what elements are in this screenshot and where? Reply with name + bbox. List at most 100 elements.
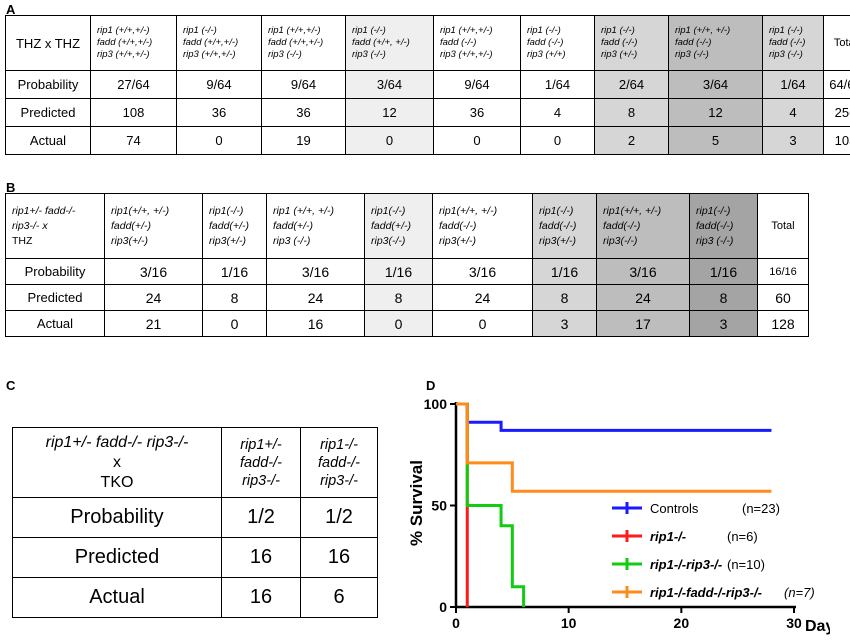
table-cell: 36 xyxy=(261,98,346,127)
table-cell: 1/16 xyxy=(202,258,267,285)
table-cell: 64/64 xyxy=(823,70,850,99)
table-cell: 1/16 xyxy=(364,258,433,285)
table-cell: 60 xyxy=(757,284,809,311)
series-line-1 xyxy=(456,402,469,607)
x-tick-label: 30 xyxy=(786,615,802,631)
table-cell: 8 xyxy=(364,284,433,311)
table-cell: 3/64 xyxy=(668,70,763,99)
series-line-3 xyxy=(456,402,772,493)
y-tick-label: 100 xyxy=(424,396,448,412)
table-cell: 3/16 xyxy=(596,258,690,285)
table-cell: 27/64 xyxy=(90,70,177,99)
table-cell: 0 xyxy=(202,310,267,337)
table-cell: 9/64 xyxy=(261,70,346,99)
table-cell: 108 xyxy=(90,98,177,127)
table-cell: 1/2 xyxy=(300,497,378,538)
table-cell: 24 xyxy=(596,284,690,311)
table-cell: 24 xyxy=(266,284,365,311)
table-cell: 1/64 xyxy=(520,70,595,99)
table-cell: 16 xyxy=(221,577,301,618)
x-tick-label: 20 xyxy=(674,615,690,631)
table-cell: 0 xyxy=(432,310,533,337)
table-cell: 3 xyxy=(762,126,824,155)
table-cell: 24 xyxy=(432,284,533,311)
row-label: Probability xyxy=(5,258,105,285)
x-tick-label: 0 xyxy=(452,615,460,631)
table-cell: 3/16 xyxy=(104,258,203,285)
table-row: Probability 1/2 1/2 xyxy=(12,497,378,538)
table-cell: 2/64 xyxy=(594,70,669,99)
panel-a-label: A xyxy=(6,2,16,17)
y-axis-label: % Survival xyxy=(410,460,426,546)
legend-label: rip1-/- xyxy=(650,529,686,544)
table-cell: 0 xyxy=(176,126,262,155)
table-cell: 36 xyxy=(176,98,262,127)
table-cell: 9/64 xyxy=(176,70,262,99)
table-c-corner: rip1+/- fadd-/- rip3-/- x TKO xyxy=(12,427,222,498)
table-cell: 21 xyxy=(104,310,203,337)
table-a-corner: THZ x THZ xyxy=(5,15,91,71)
table-cell: 4 xyxy=(520,98,595,127)
table-cell: 3/16 xyxy=(432,258,533,285)
table-row: Actual 16 6 xyxy=(12,577,378,618)
legend-n-label: (n=6) xyxy=(727,529,758,544)
table-cell: 0 xyxy=(364,310,433,337)
table-cell: 3/16 xyxy=(266,258,365,285)
table-cell: 128 xyxy=(757,310,809,337)
table-cell: 8 xyxy=(689,284,758,311)
table-cell: 4 xyxy=(762,98,824,127)
table-cell: 103 xyxy=(823,126,850,155)
row-label: Actual xyxy=(5,310,105,337)
table-row: Predicted1083636123648124256 xyxy=(5,98,850,127)
legend-label: Controls xyxy=(650,501,699,516)
table-cell: 256 xyxy=(823,98,850,127)
row-label: Actual xyxy=(5,126,91,155)
table-cell: 0 xyxy=(433,126,521,155)
panel-d-label: D xyxy=(426,378,436,393)
table-cell: 12 xyxy=(345,98,434,127)
series-line-0 xyxy=(456,402,772,432)
legend-n-label: (n=23) xyxy=(742,501,780,516)
panel-c-label: C xyxy=(6,378,16,393)
table-cell: 1/16 xyxy=(532,258,597,285)
table-cell: 24 xyxy=(104,284,203,311)
table-cell: 19 xyxy=(261,126,346,155)
table-cell: 1/2 xyxy=(221,497,301,538)
table-cell: 6 xyxy=(300,577,378,618)
panel-b-label: B xyxy=(6,180,16,195)
table-row: Actual 21 0 16 0 0 3 17 3 128 xyxy=(5,310,809,337)
table-cell: 2 xyxy=(594,126,669,155)
legend-label: rip1-/-rip3-/- xyxy=(650,557,722,572)
table-a-header-row: THZ x THZ rip1 (+/+,+/-) fadd (+/+,+/-) ri… xyxy=(5,15,850,71)
row-label: Probability xyxy=(12,497,222,538)
y-tick-label: 50 xyxy=(431,498,447,514)
table-cell: 8 xyxy=(202,284,267,311)
table-cell: 5 xyxy=(668,126,763,155)
table-row: Probability 3/16 1/16 3/16 1/16 3/16 1/16 3/16 1… xyxy=(5,258,809,285)
table-cell: 1/16 xyxy=(689,258,758,285)
row-label: Actual xyxy=(12,577,222,618)
table-row: Predicted 16 16 xyxy=(12,537,378,578)
table-cell: 8 xyxy=(594,98,669,127)
table-cell: 9/64 xyxy=(433,70,521,99)
row-label: Predicted xyxy=(12,537,222,578)
row-label: Probability xyxy=(5,70,91,99)
table-row: Actual74019000253103 xyxy=(5,126,850,155)
y-tick-label: 0 xyxy=(439,599,447,615)
table-cell: 17 xyxy=(596,310,690,337)
table-row: Probability 27/64 9/64 9/64 3/64 9/64 1/64 2/64… xyxy=(5,70,850,99)
x-tick-label: 10 xyxy=(561,615,577,631)
table-cell: 8 xyxy=(532,284,597,311)
table-b-header-row: rip1+/- fadd-/- rip3-/- x THZ rip1(+/+, +/… xyxy=(5,193,809,259)
survival-chart: % Survival Day 0 50 100 0 10 20 30 Controls (n=2… xyxy=(410,396,830,635)
table-cell: 16 xyxy=(221,537,301,578)
table-cell: 36 xyxy=(433,98,521,127)
row-label: Predicted xyxy=(5,284,105,311)
table-cell: 12 xyxy=(668,98,763,127)
x-axis-label: Day xyxy=(805,618,830,635)
row-label: Predicted xyxy=(5,98,91,127)
table-cell: 3 xyxy=(532,310,597,337)
table-cell: 16 xyxy=(266,310,365,337)
table-cell: 16/16 xyxy=(757,258,809,285)
legend-label: rip1-/-fadd-/-rip3-/- xyxy=(650,585,762,600)
